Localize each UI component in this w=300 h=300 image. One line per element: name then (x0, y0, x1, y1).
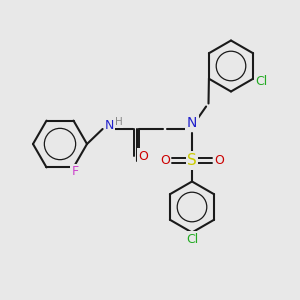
Text: O: O (138, 149, 148, 163)
Text: O: O (160, 154, 170, 167)
Text: N: N (187, 116, 197, 130)
Text: Cl: Cl (186, 232, 198, 246)
Text: N: N (105, 119, 114, 132)
Text: O: O (214, 154, 224, 167)
Text: F: F (71, 165, 79, 178)
Text: S: S (187, 153, 197, 168)
Text: H: H (115, 117, 122, 128)
Text: Cl: Cl (255, 75, 268, 88)
